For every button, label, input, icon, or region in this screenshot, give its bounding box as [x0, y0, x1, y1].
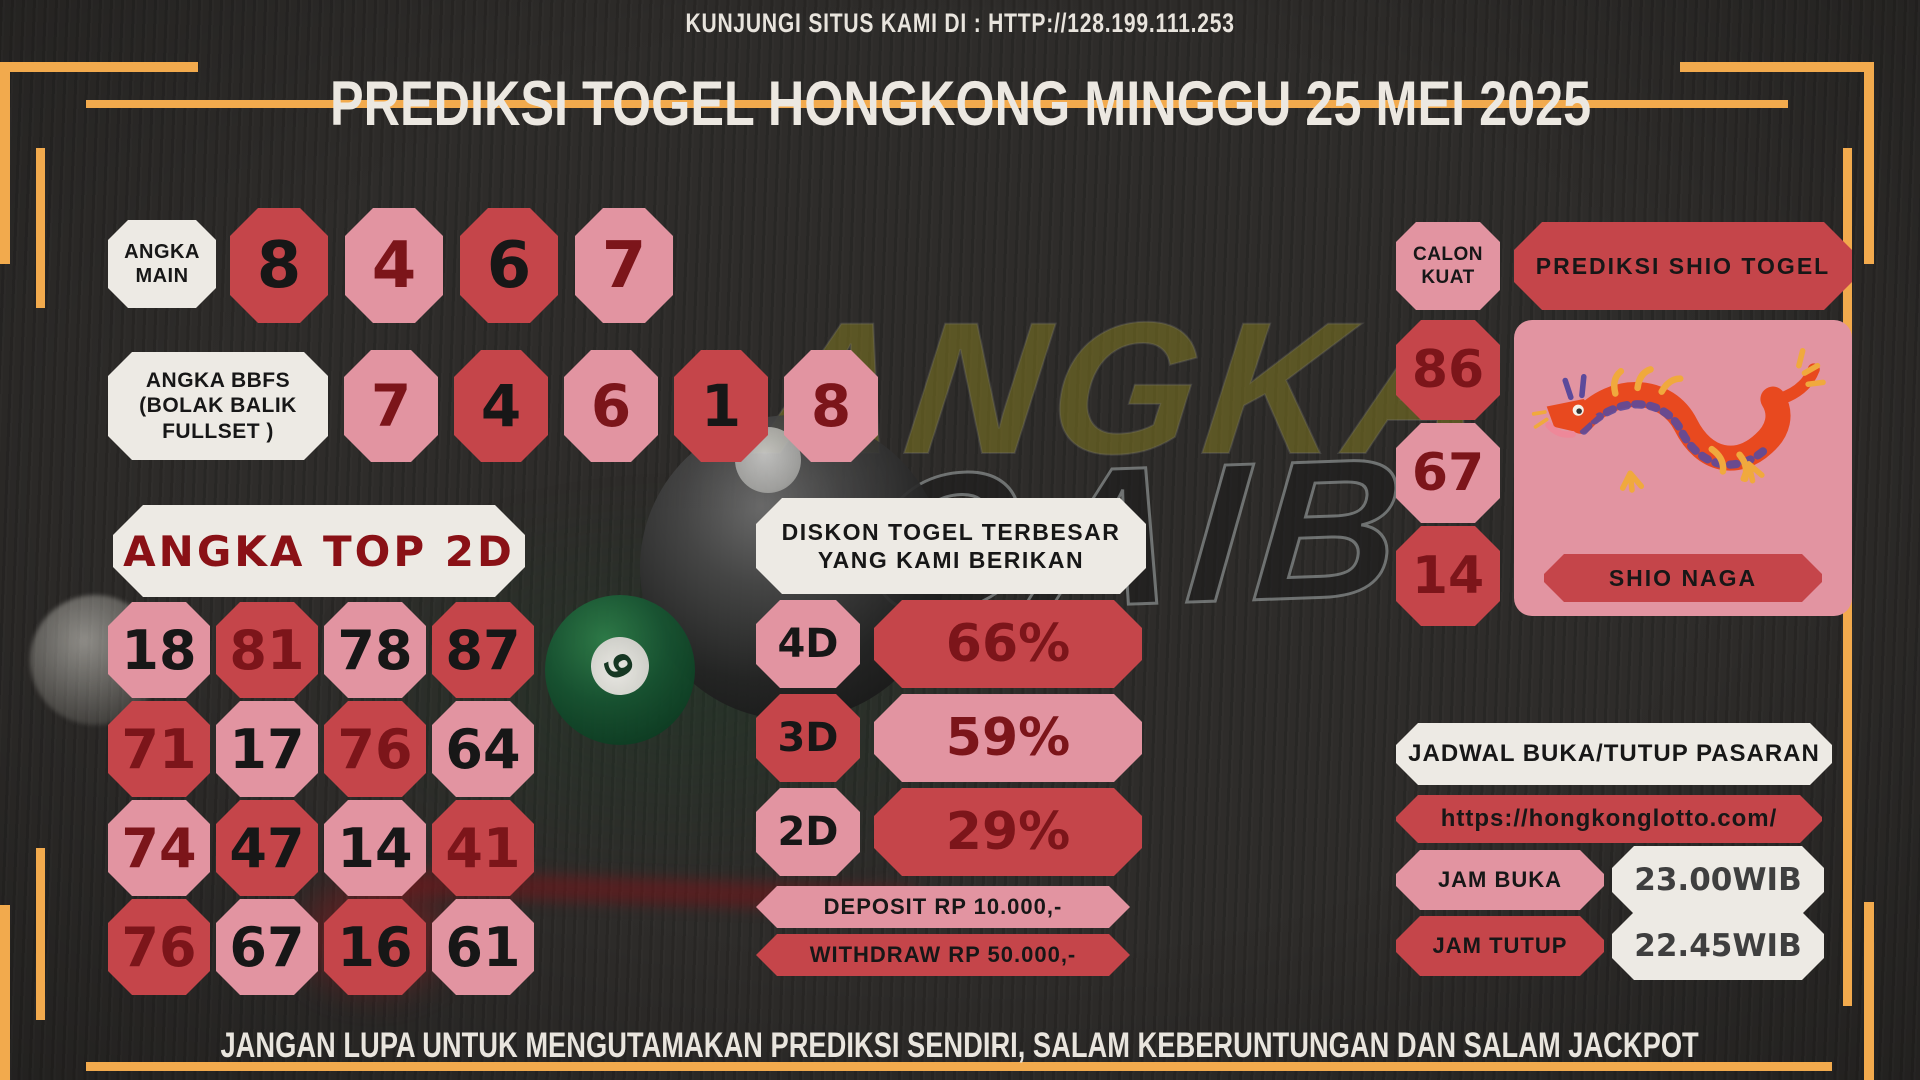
diskon-row-value: 59% — [874, 694, 1142, 782]
6-ball-number: 6 — [596, 645, 644, 687]
page-title: PREDIKSI TOGEL HONGKONG MINGGU 25 MEI 20… — [330, 69, 1592, 139]
angka-top-2d-header: ANGKA TOP 2D — [113, 505, 525, 597]
diskon-row-value: 66% — [874, 600, 1142, 688]
calon-kuat-number: 86 — [1396, 320, 1500, 420]
frame-bar — [8, 62, 198, 72]
site-url-banner[interactable]: KUNJUNGI SITUS KAMI DI : HTTP://128.199.… — [685, 8, 1235, 38]
top2d-cell: 47 — [216, 800, 318, 896]
jadwal-header: JADWAL BUKA/TUTUP PASARAN — [1396, 723, 1832, 785]
shio-naga-banner: SHIO NAGA — [1544, 554, 1822, 602]
prediksi-shio-header: PREDIKSI SHIO TOGEL — [1514, 222, 1852, 310]
angka-bbfs-digit: 8 — [784, 350, 878, 462]
diskon-header: DISKON TOGEL TERBESAR YANG KAMI BERIKAN — [756, 498, 1146, 594]
calon-kuat-number: 14 — [1396, 526, 1500, 626]
jam-buka-label: JAM BUKA — [1396, 850, 1604, 910]
calon-kuat-label: CALON KUAT — [1396, 222, 1500, 310]
top2d-cell: 67 — [216, 899, 318, 995]
angka-bbfs-digit: 4 — [454, 350, 548, 462]
angka-top-2d-grid: 18 81 78 87 71 17 76 64 74 47 14 41 76 67 16 61 — [108, 602, 534, 995]
frame-bar — [36, 848, 45, 1020]
diskon-row: 3D 59% — [756, 694, 1142, 782]
angka-bbfs-label: ANGKA BBFS (BOLAK BALIK FULLSET ) — [108, 352, 328, 460]
angka-main-digit: 7 — [575, 208, 673, 323]
angka-main-digit: 6 — [460, 208, 558, 323]
frame-bar — [0, 62, 10, 264]
deposit-banner: DEPOSIT RP 10.000,- — [756, 886, 1130, 928]
diskon-row: 2D 29% — [756, 788, 1142, 876]
top2d-cell: 71 — [108, 701, 210, 797]
angka-main-digit: 4 — [345, 208, 443, 323]
top2d-cell: 64 — [432, 701, 534, 797]
top2d-cell: 87 — [432, 602, 534, 698]
top2d-cell: 14 — [324, 800, 426, 896]
frame-bar — [1864, 62, 1874, 264]
top2d-cell: 17 — [216, 701, 318, 797]
shio-naga-dragon-icon — [1531, 348, 1826, 493]
jam-buka-value: 23.00WIB — [1612, 846, 1824, 914]
footer-message: JANGAN LUPA UNTUK MENGUTAMAKAN PREDIKSI … — [220, 1026, 1700, 1065]
top2d-cell: 41 — [432, 800, 534, 896]
top2d-cell: 81 — [216, 602, 318, 698]
top2d-cell: 61 — [432, 899, 534, 995]
calon-kuat-numbers: 86 67 14 — [1396, 320, 1500, 626]
jam-tutup-value: 22.45WIB — [1612, 912, 1824, 980]
diskon-row-label: 3D — [756, 694, 860, 782]
top2d-cell: 76 — [324, 701, 426, 797]
jam-tutup-label: JAM TUTUP — [1396, 916, 1604, 976]
frame-bar — [1680, 62, 1874, 72]
diskon-row-label: 2D — [756, 788, 860, 876]
angka-main-digit: 8 — [230, 208, 328, 323]
6-ball-circle: 6 — [581, 627, 659, 705]
frame-bar — [36, 148, 45, 308]
pasaran-url-banner[interactable]: https://hongkonglotto.com/ — [1396, 795, 1822, 843]
dragon-illustration — [1528, 326, 1838, 550]
withdraw-banner: WITHDRAW RP 50.000,- — [756, 934, 1130, 976]
top2d-cell: 18 — [108, 602, 210, 698]
diskon-row-label: 4D — [756, 600, 860, 688]
frame-bar — [86, 1062, 1832, 1071]
billiard-6-ball: 6 — [545, 595, 695, 745]
frame-bar — [0, 905, 10, 1080]
diskon-rows: 4D 66% 3D 59% 2D 29% — [756, 600, 1142, 882]
diskon-row: 4D 66% — [756, 600, 1142, 688]
angka-bbfs-digit: 7 — [344, 350, 438, 462]
top2d-cell: 16 — [324, 899, 426, 995]
top2d-cell: 74 — [108, 800, 210, 896]
angka-bbfs-digit: 6 — [564, 350, 658, 462]
angka-bbfs-digit: 1 — [674, 350, 768, 462]
frame-bar — [86, 100, 1788, 108]
shio-card: SHIO NAGA — [1514, 320, 1852, 616]
diskon-row-value: 29% — [874, 788, 1142, 876]
top2d-cell: 78 — [324, 602, 426, 698]
frame-bar — [1864, 902, 1874, 1080]
top2d-cell: 76 — [108, 899, 210, 995]
angka-main-label: ANGKA MAIN — [108, 220, 216, 308]
calon-kuat-number: 67 — [1396, 423, 1500, 523]
